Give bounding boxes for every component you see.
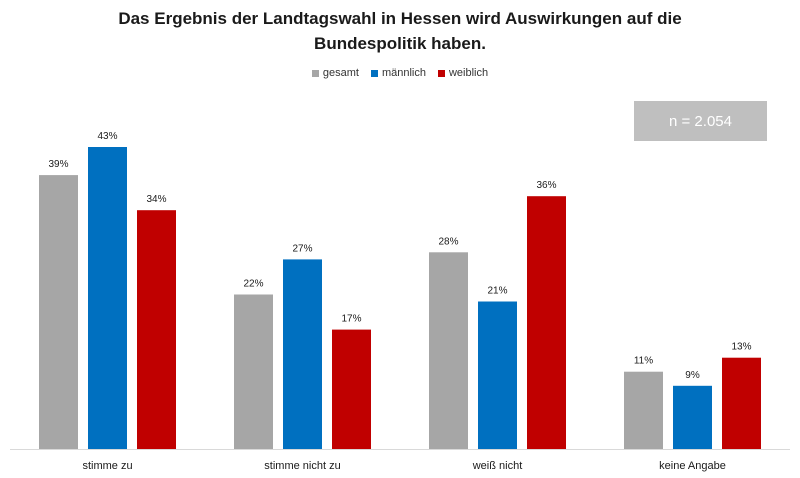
bar-stimme-nicht-zu-0 (234, 294, 273, 449)
sample-size-label: n = 2.054 (669, 112, 732, 130)
data-label-stimme-nicht-zu-2: 17% (341, 314, 361, 325)
data-label-keine-angabe-0: 11% (634, 356, 653, 367)
bar-keine-angabe-1 (673, 385, 712, 449)
legend-item-weiblich: weiblich (437, 67, 489, 79)
legend-label-weiblich: weiblich (448, 67, 489, 79)
legend-swatch-gesamt (311, 69, 319, 77)
data-label-weiß-nicht-2: 36% (536, 180, 556, 191)
legend: gesamt männlich weiblich (0, 67, 800, 79)
legend-item-maennlich: männlich (370, 67, 426, 79)
chart-title-line-2: Bundespolitik haben. (314, 34, 486, 53)
bar-weiß-nicht-0 (429, 252, 468, 449)
category-label-keine-angabe: keine Angabe (659, 460, 726, 472)
data-label-stimme-zu-1: 43% (97, 131, 117, 142)
legend-item-gesamt: gesamt (311, 67, 359, 79)
bar-keine-angabe-2 (722, 357, 761, 449)
bar-stimme-zu-1 (88, 147, 127, 449)
legend-label-maennlich: männlich (381, 67, 426, 79)
data-label-stimme-zu-2: 34% (146, 194, 166, 205)
sample-size-box: n = 2.054 (634, 101, 767, 141)
legend-swatch-maennlich (370, 69, 378, 77)
bar-keine-angabe-0 (624, 371, 663, 449)
category-label-stimme-zu: stimme zu (82, 460, 132, 472)
legend-swatch-weiblich (437, 69, 445, 77)
data-label-keine-angabe-2: 13% (731, 342, 751, 353)
bar-stimme-nicht-zu-2 (332, 329, 371, 449)
data-label-stimme-nicht-zu-1: 27% (292, 243, 312, 254)
chart-title: Das Ergebnis der Landtagswahl in Hessen … (100, 6, 700, 56)
bar-stimme-nicht-zu-1 (283, 259, 322, 449)
bar-stimme-zu-2 (137, 210, 176, 449)
chart-title-line-1: Das Ergebnis der Landtagswahl in Hessen … (118, 9, 682, 28)
category-label-weiß-nicht: weiß nicht (472, 460, 523, 472)
data-label-stimme-nicht-zu-0: 22% (243, 279, 263, 290)
bar-weiß-nicht-1 (478, 301, 517, 449)
legend-label-gesamt: gesamt (322, 67, 359, 79)
data-label-weiß-nicht-1: 21% (487, 286, 507, 297)
bar-weiß-nicht-2 (527, 196, 566, 449)
category-label-stimme-nicht-zu: stimme nicht zu (264, 460, 340, 472)
data-label-keine-angabe-1: 9% (685, 370, 700, 381)
data-label-stimme-zu-0: 39% (48, 159, 68, 170)
bar-stimme-zu-0 (39, 175, 78, 449)
data-label-weiß-nicht-0: 28% (438, 236, 458, 247)
